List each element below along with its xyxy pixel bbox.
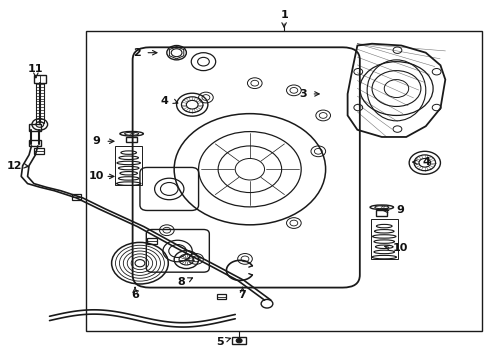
Text: 11: 11 [28,64,44,74]
Bar [376,211,387,216]
Text: 12: 12 [7,161,22,171]
Bar [232,337,246,344]
Text: 9: 9 [93,136,100,146]
Bar [115,146,143,185]
Bar [29,140,41,146]
Text: 9: 9 [396,206,404,216]
Text: zz: zz [379,206,385,210]
Text: 10: 10 [392,243,408,253]
Text: 3: 3 [299,89,306,99]
Bar [370,219,398,259]
Text: zz: zz [128,132,135,137]
Text: 10: 10 [89,171,104,181]
Bar [147,238,157,244]
Text: 2: 2 [133,48,141,58]
Bar [72,194,81,200]
Text: 4: 4 [160,96,169,106]
Bar [29,124,41,131]
Bar [217,294,226,300]
Text: 1: 1 [280,10,288,20]
Bar [34,75,46,83]
Circle shape [236,338,242,343]
Bar [86,31,482,330]
Bar [34,148,44,154]
Text: 7: 7 [239,291,246,301]
Text: 5: 5 [216,337,223,347]
Text: 4: 4 [423,157,431,167]
Text: 8: 8 [177,277,185,287]
Text: 6: 6 [131,291,139,301]
Bar [126,137,137,142]
